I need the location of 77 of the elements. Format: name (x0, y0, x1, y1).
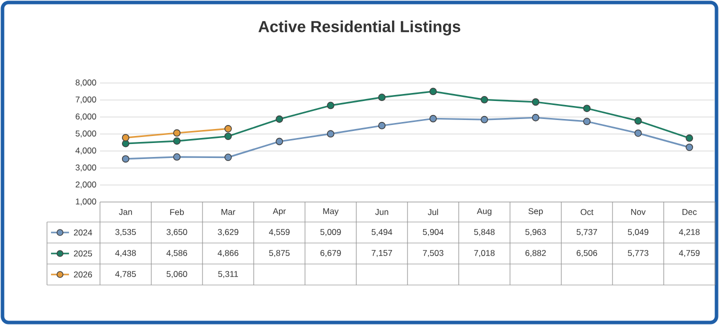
x-tick-label: Jun (375, 209, 388, 215)
data-label: 6,679 (320, 250, 341, 257)
legend-label: 2025 (74, 250, 92, 256)
data-label: 5,049 (628, 229, 648, 236)
y-tick-label: 1,000 (76, 198, 96, 206)
data-label: 7,503 (422, 250, 444, 257)
data-label: 5,963 (525, 229, 546, 236)
x-tick-label: Aug (476, 208, 492, 216)
data-label: 5,311 (218, 271, 238, 278)
data-label: 6,506 (576, 250, 598, 257)
y-tick-label: 8,000 (76, 80, 96, 86)
point (634, 129, 642, 137)
point (583, 104, 591, 112)
point (224, 132, 232, 140)
point (686, 144, 694, 151)
data-label: 4,785 (115, 271, 136, 278)
data-label: 4,759 (678, 250, 700, 257)
point (276, 115, 284, 123)
point (480, 96, 488, 104)
point (173, 137, 181, 145)
data-label: 4,218 (678, 229, 700, 236)
point (173, 153, 181, 161)
legend-label: 2026 (74, 272, 92, 278)
data-label: 5,494 (372, 229, 392, 236)
point (378, 122, 386, 130)
data-label: 3,535 (115, 229, 136, 236)
point (532, 98, 540, 106)
x-tick-label: Oct (580, 209, 594, 215)
data-label: 5,737 (576, 229, 598, 236)
point (276, 138, 284, 146)
data-label: 7,157 (372, 250, 392, 257)
data-label: 4,586 (166, 250, 188, 257)
data-label: 4,866 (218, 250, 238, 257)
y-tick-label: 6,000 (76, 114, 96, 120)
data-label: 3,650 (166, 229, 188, 236)
point (429, 114, 437, 122)
x-tick-label: Nov (631, 209, 646, 215)
point (326, 102, 334, 110)
x-tick-label: Sep (528, 208, 543, 216)
point (326, 130, 334, 138)
point (480, 116, 488, 124)
x-tick-label: May (323, 208, 339, 216)
point (224, 154, 232, 162)
y-tick-label: 3,000 (76, 164, 96, 172)
point (122, 155, 130, 163)
y-tick-label: 7,000 (76, 96, 96, 104)
x-tick-label: Mar (222, 209, 236, 215)
x-tick-label: Dec (682, 209, 697, 215)
y-tick-label: 2,000 (76, 182, 96, 188)
y-tick-label: 5,000 (76, 130, 96, 138)
x-tick-label: Jul (428, 208, 438, 216)
y-tick-label: 4,000 (75, 148, 96, 154)
point (224, 125, 232, 132)
data-label: 5,875 (269, 250, 290, 257)
data-label: 7,018 (474, 250, 495, 257)
data-label: 5,060 (166, 271, 188, 278)
point (378, 94, 386, 102)
data-label: 5,904 (422, 229, 444, 236)
chart-title: Active Residential Listings (258, 20, 460, 36)
data-label: 5,773 (628, 250, 648, 257)
point (122, 134, 130, 142)
x-tick-label: Jan (118, 209, 132, 215)
point (429, 88, 437, 96)
x-tick-label: Apr (272, 208, 286, 216)
data-label: 5,848 (474, 229, 495, 236)
data-label: 4,438 (115, 250, 136, 257)
point (583, 118, 591, 126)
legend-label: 2024 (74, 230, 92, 236)
point (634, 117, 642, 125)
data-label: 3,629 (218, 229, 238, 236)
data-label: 6,882 (525, 250, 546, 257)
data-label: 5,009 (320, 229, 341, 236)
data-label: 4,559 (268, 229, 290, 236)
point (532, 114, 540, 122)
point (173, 129, 181, 137)
point (686, 134, 694, 142)
x-tick-label: Feb (170, 208, 184, 216)
